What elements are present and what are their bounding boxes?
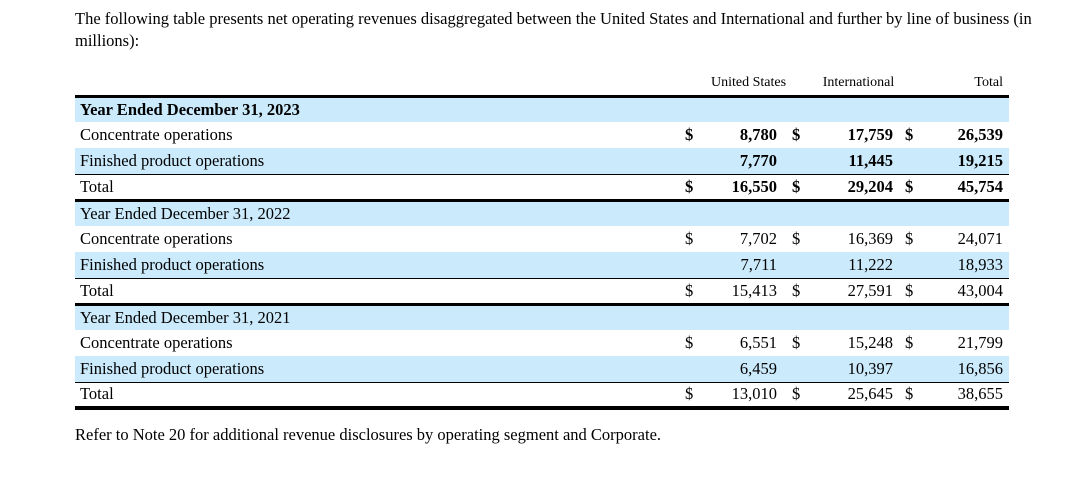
section-header-2023: Year Ended December 31, 2023 — [75, 96, 1009, 122]
dollar-sign: $ — [685, 278, 705, 306]
row-label: Concentrate operations — [80, 333, 233, 352]
us-value: 6,551 — [739, 333, 777, 352]
row-label: Finished product operations — [75, 148, 685, 175]
us-value: 15,413 — [705, 278, 792, 306]
document-page: The following table presents net operati… — [75, 9, 1032, 444]
table-row-2022-total: Total $ 15,413 $ 27,591 $ 43,004 — [75, 278, 1009, 306]
table-row-2021-total: Total $ 13,010 $ 25,645 $ 38,655 — [75, 382, 1009, 410]
dollar-sign: $ — [792, 229, 801, 248]
column-header-spacer — [75, 68, 685, 98]
total-value: 16,856 — [925, 356, 1009, 383]
total-value: 43,004 — [925, 278, 1009, 306]
table-row-2023-total: Total $ 16,550 $ 29,204 $ 45,754 — [75, 174, 1009, 202]
dollar-sign: $ — [792, 125, 801, 144]
us-value: 13,010 — [705, 382, 792, 410]
dollar-sign: $ — [905, 382, 925, 410]
section-header-2021: Year Ended December 31, 2021 — [75, 304, 1009, 330]
international-value: 25,645 — [812, 382, 905, 410]
dollar-sign: $ — [685, 333, 694, 352]
row-label: Total — [75, 382, 685, 410]
section-title: Year Ended December 31, 2022 — [75, 200, 1009, 226]
dollar-sign: $ — [792, 333, 801, 352]
row-label: Total — [75, 278, 685, 306]
dollar-sign: $ — [905, 229, 914, 248]
revenue-disaggregation-table: United States International Total Year E… — [75, 68, 1009, 410]
total-value: 19,215 — [925, 148, 1009, 175]
international-value: 11,445 — [812, 148, 905, 175]
table-row-2021-concentrate: Concentrate operations $ 6,551 $ 15,248 … — [75, 330, 1009, 356]
total-value: 21,799 — [957, 333, 1003, 352]
dollar-sign: $ — [685, 229, 694, 248]
international-value: 11,222 — [812, 252, 905, 279]
dollar-sign: $ — [905, 125, 914, 144]
dollar-sign: $ — [905, 333, 914, 352]
us-value: 8,780 — [739, 125, 777, 144]
row-label: Concentrate operations — [80, 125, 233, 144]
row-label: Finished product operations — [75, 252, 685, 279]
us-value: 16,550 — [705, 174, 792, 202]
international-value: 27,591 — [812, 278, 905, 306]
table-row-2023-concentrate: Concentrate operations $ 8,780 $ 17,759 … — [75, 122, 1009, 148]
column-header-total: Total — [925, 68, 1009, 98]
dollar-sign: $ — [792, 278, 812, 306]
international-value: 29,204 — [812, 174, 905, 202]
column-header-row: United States International Total — [75, 68, 1009, 98]
international-value: 17,759 — [847, 125, 893, 144]
table-row-2021-finished: Finished product operations 6,459 10,397… — [75, 356, 1009, 383]
total-value: 38,655 — [925, 382, 1009, 410]
total-value: 24,071 — [957, 229, 1003, 248]
dollar-sign: $ — [685, 125, 694, 144]
dollar-sign: $ — [905, 278, 925, 306]
international-value: 10,397 — [812, 356, 905, 383]
us-value: 6,459 — [705, 356, 792, 383]
footnote-paragraph: Refer to Note 20 for additional revenue … — [75, 425, 662, 444]
total-value: 45,754 — [925, 174, 1009, 202]
dollar-sign: $ — [685, 382, 705, 410]
section-title: Year Ended December 31, 2023 — [75, 96, 1009, 122]
row-label: Total — [75, 174, 685, 202]
total-value: 26,539 — [957, 125, 1003, 144]
dollar-sign: $ — [792, 382, 812, 410]
table-row-2022-finished: Finished product operations 7,711 11,222… — [75, 252, 1009, 279]
row-label: Concentrate operations — [80, 229, 233, 248]
us-value: 7,711 — [705, 252, 792, 279]
column-header-united-states: United States — [705, 68, 792, 98]
us-value: 7,702 — [739, 229, 777, 248]
section-title: Year Ended December 31, 2021 — [75, 304, 1009, 330]
international-value: 16,369 — [847, 229, 893, 248]
dollar-sign: $ — [685, 174, 705, 202]
section-header-2022: Year Ended December 31, 2022 — [75, 200, 1009, 226]
dollar-sign: $ — [792, 174, 812, 202]
dollar-sign: $ — [905, 174, 925, 202]
table-row-2023-finished: Finished product operations 7,770 11,445… — [75, 148, 1009, 175]
column-header-international: International — [812, 68, 905, 98]
row-label: Finished product operations — [75, 356, 685, 383]
total-value: 18,933 — [925, 252, 1009, 279]
table-row-2022-concentrate: Concentrate operations $ 7,702 $ 16,369 … — [75, 226, 1009, 252]
us-value: 7,770 — [705, 148, 792, 175]
international-value: 15,248 — [847, 333, 893, 352]
intro-paragraph: The following table presents net operati… — [75, 9, 1032, 50]
